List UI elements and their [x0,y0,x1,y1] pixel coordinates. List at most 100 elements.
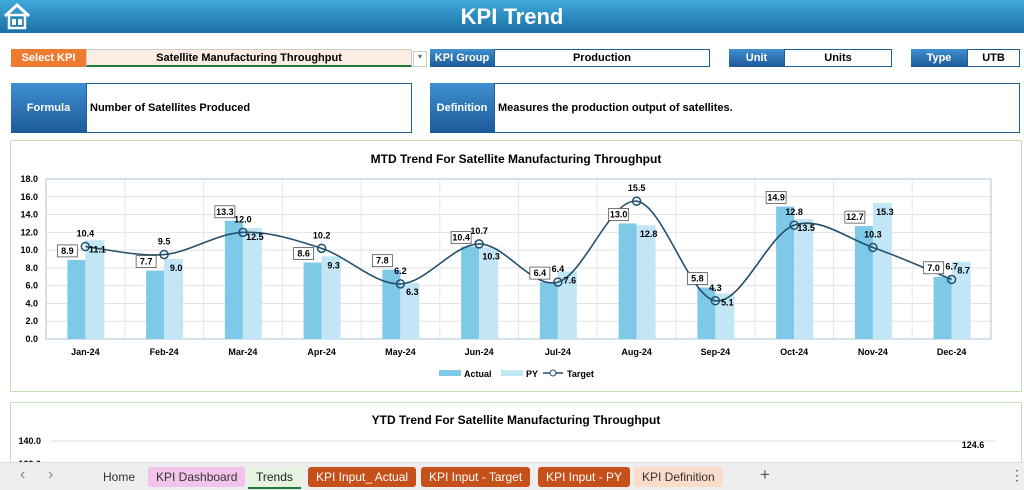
py-data-label: 9.3 [327,260,340,270]
target-data-label: 10.4 [77,229,95,239]
x-tick-label: Oct-24 [780,347,808,357]
actual-bar [224,220,243,339]
py-data-label: 9.0 [170,263,183,273]
target-marker [553,277,563,287]
py-bar [242,227,262,339]
target-data-label: 9.5 [158,237,171,247]
actual-data-label: 7.0 [927,263,940,273]
formula-label: Formula [11,83,86,133]
actual-data-label: 10.4 [452,233,470,243]
actual-data-label: 13.3 [216,207,234,217]
sheet-tab[interactable]: Trends [248,467,301,489]
py-bar [164,259,184,339]
actual-data-label: 12.7 [846,212,864,222]
py-data-label: 7.6 [564,275,577,285]
actual-bar [303,262,322,339]
actual-label-box [214,205,236,219]
target-data-label: 6.7 [945,261,958,271]
x-tick-label: Apr-24 [307,347,336,357]
actual-data-label: 14.9 [767,193,785,203]
actual-bar [461,246,480,339]
target-marker [868,242,878,253]
actual-data-label: 8.6 [297,249,310,259]
add-sheet-button[interactable]: + [760,465,770,484]
x-tick-label: Nov-24 [858,347,888,357]
kpi-group-value: Production [494,49,710,67]
target-marker [710,296,721,306]
actual-data-label: 7.7 [140,257,153,267]
actual-label-box [450,231,472,244]
py-bar [321,256,341,339]
target-data-label: 12.8 [785,207,803,217]
py-bar [479,247,499,339]
y-tick-label: 0.0 [25,334,38,344]
target-line [85,200,952,302]
mtd-chart-title: MTD Trend For Satellite Manufacturing Th… [370,152,662,166]
py-data-label: 12.8 [640,229,658,239]
actual-label-box [686,272,708,285]
sheet-tab[interactable]: KPI Input - Target [421,467,531,487]
py-bar [951,261,971,339]
x-tick-label: Dec-24 [937,347,967,357]
py-data-label: 11.1 [89,244,106,254]
prev-sheet-button[interactable]: ‹ [20,466,26,483]
ytd-chart-title: YTD Trend For Satellite Manufacturing Th… [371,413,661,427]
page-title: KPI Trend [460,4,564,29]
py-bar [400,283,420,339]
more-options-icon[interactable]: ⋮ [1010,467,1024,483]
sheet-tab[interactable]: KPI Input - PY [538,467,631,487]
actual-label-box [844,210,866,224]
target-marker [80,241,91,252]
x-tick-label: Jun-24 [465,347,494,357]
x-tick-label: Aug-24 [621,347,652,357]
definition-value: Measures the production output of satell… [494,83,1020,133]
y-tick-label: 2.0 [25,316,38,326]
sheet-tab[interactable]: KPI Input_ Actual [308,467,417,487]
py-bar [715,293,735,339]
select-kpi-dropdown[interactable]: Satellite Manufacturing Throughput [86,49,412,67]
py-bar [557,271,577,339]
actual-label-box [371,254,393,268]
target-data-label: 4.3 [709,283,722,293]
target-data-label: 10.3 [864,229,882,239]
dropdown-arrow-icon[interactable]: ▾ [413,51,427,67]
legend-py-label: PY [526,369,538,379]
actual-label-box [765,191,787,204]
target-data-label: 6.4 [552,264,565,274]
unit-value: Units [784,49,892,67]
type-label: Type [911,49,967,67]
target-marker [474,239,484,249]
py-data-label: 5.1 [721,298,734,308]
select-kpi-label: Select KPI [11,49,86,67]
definition-label: Definition [430,83,494,133]
y-tick-label: 6.0 [25,281,38,291]
actual-bar [146,270,165,339]
data-label: 124.6 [962,440,985,450]
y-tick-label: 16.0 [20,192,38,202]
sheet-tab-bar: ‹ › Home KPI Dashboard Trends KPI Input_ Ac… [0,462,1024,490]
actual-data-label: 6.4 [534,268,547,278]
actual-data-label: 13.0 [610,209,628,219]
home-icon[interactable] [3,2,31,30]
actual-bar [933,276,952,339]
py-bar [636,225,656,339]
actual-label-box [923,261,945,275]
sheet-tab[interactable]: Home [103,470,136,484]
type-value: UTB [967,49,1020,67]
legend-actual-label: Actual [464,369,492,379]
sheet-tab[interactable]: KPI Dashboard [148,467,246,487]
legend-target-label: Target [567,369,594,379]
x-tick-label: Jul-24 [545,347,571,357]
actual-label-box [529,266,551,280]
y-tick-label: 18.0 [20,174,38,184]
next-sheet-button[interactable]: › [48,466,54,483]
kpi-group-label: KPI Group [430,49,494,67]
target-marker [631,196,642,206]
sheet-tab[interactable]: KPI Definition [634,467,723,487]
x-tick-label: Mar-24 [228,347,257,357]
target-data-label: 10.7 [470,226,488,236]
py-data-label: 6.3 [406,287,419,297]
target-marker [316,243,327,254]
y-tick-label: 8.0 [25,263,38,273]
page-header: KPI Trend [0,0,1024,33]
